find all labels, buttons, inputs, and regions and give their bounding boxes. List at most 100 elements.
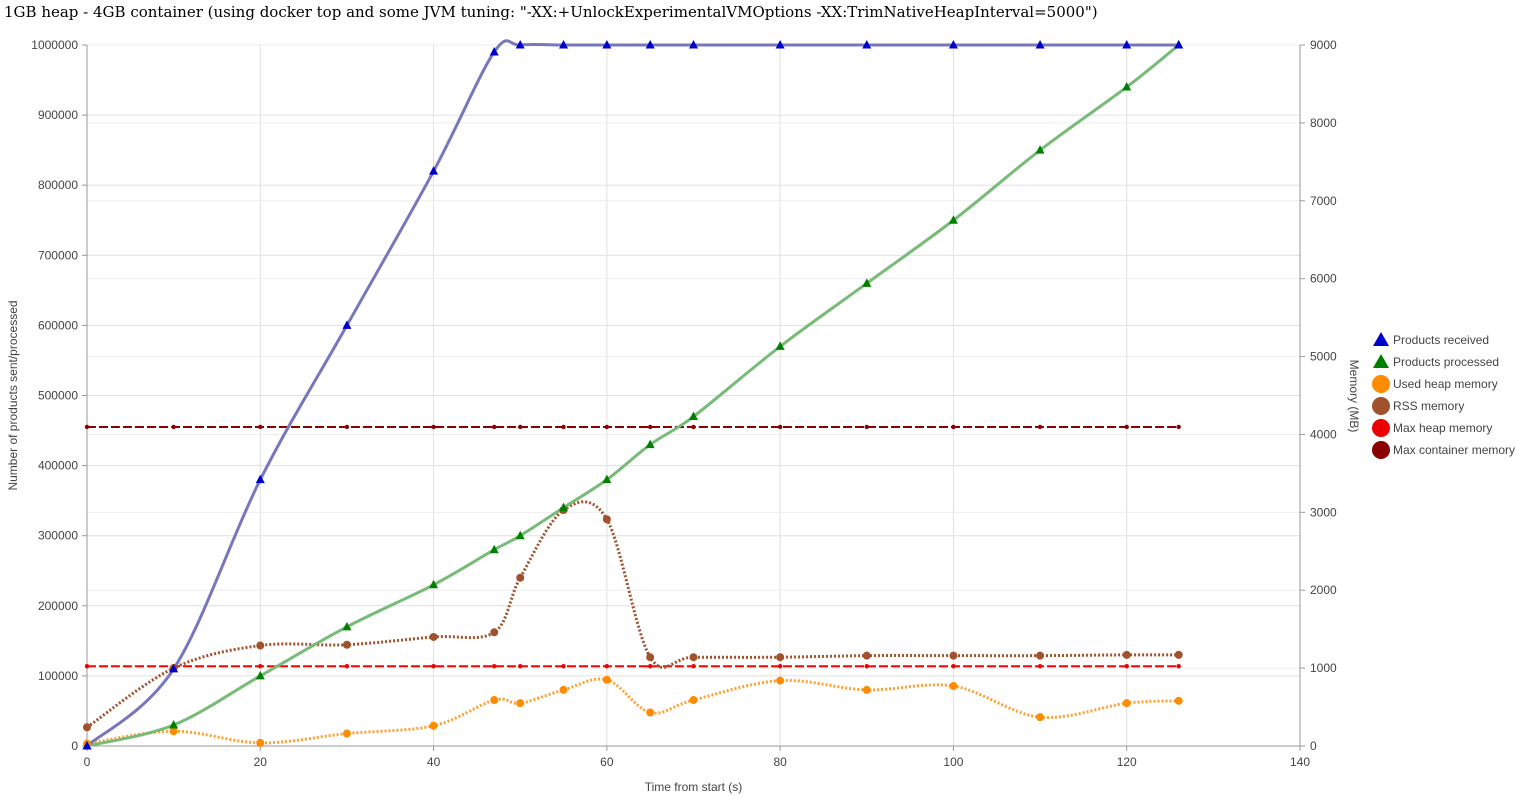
max-heap-memory-point <box>492 664 497 669</box>
used-heap-memory-legend-label: Used heap memory <box>1393 377 1498 391</box>
used-heap-memory-point <box>602 675 611 684</box>
y-left-axis-title: Number of products sent/processed <box>6 300 20 490</box>
products-received-point <box>429 166 439 175</box>
y-right-tick-label: 0 <box>1310 739 1317 753</box>
x-tick-label: 60 <box>600 755 614 769</box>
series-lines <box>86 39 1180 748</box>
products-received-legend-label: Products received <box>1393 333 1489 347</box>
data-markers <box>82 40 1184 750</box>
rss-memory-point <box>776 653 785 662</box>
used-heap-memory-point <box>862 685 871 694</box>
used-heap-memory-point <box>776 676 785 685</box>
max-heap-memory-legend-marker <box>1372 419 1390 437</box>
used-heap-memory-point <box>342 729 351 738</box>
max-container-memory-point <box>344 424 350 430</box>
max-container-memory-point <box>777 424 783 430</box>
products-processed-point <box>862 278 872 287</box>
rss-memory-point <box>256 641 265 650</box>
used-heap-memory-point <box>256 738 265 747</box>
products-processed-point <box>775 341 785 350</box>
y-right-tick-label: 1000 <box>1310 661 1337 675</box>
products-processed-point <box>689 411 698 421</box>
y-left-tick-label: 300000 <box>38 529 78 543</box>
max-heap-memory-point <box>1037 664 1043 669</box>
y-right-tick-label: 2000 <box>1310 583 1337 597</box>
products-received-point <box>862 40 872 49</box>
used-heap-memory-point <box>646 708 655 717</box>
max-heap-memory-point <box>561 664 566 669</box>
grid-lines <box>86 44 1301 747</box>
used-heap-memory-point <box>429 721 438 730</box>
max-heap-memory-point <box>344 664 350 669</box>
used-heap-memory-point <box>1122 699 1131 708</box>
y-right-axis-title: Memory (MB) <box>1347 360 1361 433</box>
rss-memory-point <box>429 632 438 641</box>
used-heap-memory-legend-marker <box>1372 375 1390 393</box>
y-right-tick-label: 8000 <box>1310 116 1337 130</box>
used-heap-memory-point <box>1174 696 1183 705</box>
products-received-point <box>1174 40 1184 49</box>
max-container-memory-point <box>518 424 523 430</box>
products-received-point <box>645 40 655 49</box>
products-processed-legend-marker <box>1373 354 1389 368</box>
max-container-memory-point <box>691 424 696 430</box>
used-heap-memory-point <box>490 696 499 705</box>
rss-memory-point <box>646 653 655 662</box>
y-left-tick-label: 100000 <box>38 669 78 683</box>
max-container-memory-point <box>561 424 566 430</box>
y-left-tick-label: 900000 <box>38 108 78 122</box>
products-processed-point <box>429 579 439 589</box>
max-heap-memory-point <box>431 664 436 669</box>
rss-memory-point <box>689 653 698 662</box>
y-left-tick-label: 0 <box>71 739 78 753</box>
rss-memory-point <box>83 723 91 732</box>
y-right-tick-label: 4000 <box>1310 427 1337 441</box>
products-received-point <box>169 663 179 673</box>
used-heap-memory-point <box>949 682 958 691</box>
products-processed-point <box>489 544 499 554</box>
products-processed-point <box>255 670 265 680</box>
y-right-tick-label: 7000 <box>1310 194 1337 208</box>
products-processed-point <box>515 530 525 540</box>
products-received-point <box>775 40 785 49</box>
used-heap-memory-point <box>1036 713 1045 722</box>
products-received-point <box>515 40 525 49</box>
products-received-point <box>1122 40 1132 49</box>
max-container-memory-point <box>171 424 176 430</box>
rss-memory-point <box>1036 651 1045 660</box>
used-heap-memory-point <box>169 727 178 736</box>
products-received-point <box>342 320 352 329</box>
used-heap-memory-point <box>516 699 525 708</box>
max-container-memory-point <box>647 424 653 430</box>
x-tick-label: 100 <box>943 755 963 769</box>
rss-memory-legend-label: RSS memory <box>1393 399 1464 413</box>
rss-memory-point <box>1174 650 1183 659</box>
y-left-tick-label: 400000 <box>38 459 78 473</box>
max-container-memory-legend-label: Max container memory <box>1393 443 1515 457</box>
used-heap-memory-point <box>559 685 568 694</box>
x-tick-label: 140 <box>1290 755 1310 769</box>
products-processed-point <box>948 215 958 224</box>
max-heap-memory-point <box>604 664 610 669</box>
products-received-point <box>602 40 612 49</box>
products-processed-point <box>342 621 352 631</box>
legend: Products received Products processed Used … <box>1372 332 1515 459</box>
max-heap-memory-point <box>691 664 696 669</box>
products-received-point <box>489 47 499 56</box>
rss-memory-point <box>516 573 525 582</box>
max-container-memory-point <box>604 424 610 430</box>
y-left-tick-label: 200000 <box>38 599 78 613</box>
max-heap-memory-point <box>258 664 263 669</box>
max-heap-memory-legend-label: Max heap memory <box>1393 421 1492 435</box>
products-received-point <box>1035 40 1045 49</box>
products-processed-point <box>169 719 179 729</box>
y-right-tick-label: 9000 <box>1310 38 1337 52</box>
products-received-point <box>255 474 265 484</box>
y-right-tick-label: 5000 <box>1310 350 1337 364</box>
rss-memory-legend-marker <box>1372 397 1390 415</box>
products-processed-point <box>1122 82 1132 91</box>
max-heap-memory-point <box>84 664 90 669</box>
y-right-tick-label: 6000 <box>1310 272 1337 286</box>
products-received-legend-marker <box>1373 332 1389 346</box>
x-tick-label: 40 <box>427 755 441 769</box>
